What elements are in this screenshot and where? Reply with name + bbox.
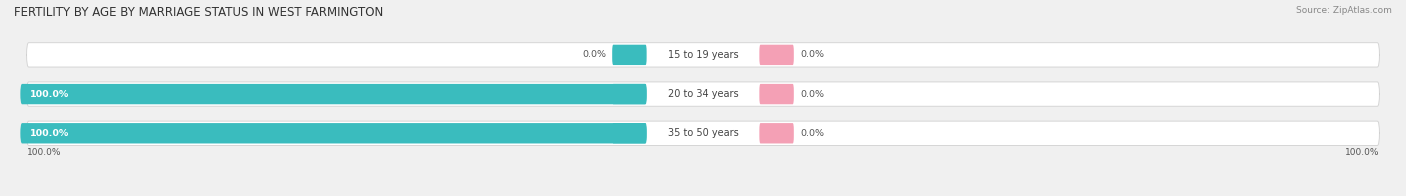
FancyBboxPatch shape [27,121,1379,145]
Text: 35 to 50 years: 35 to 50 years [668,128,738,138]
FancyBboxPatch shape [759,45,794,65]
Text: 0.0%: 0.0% [800,129,824,138]
Text: 15 to 19 years: 15 to 19 years [668,50,738,60]
Text: 0.0%: 0.0% [582,50,606,59]
FancyBboxPatch shape [27,82,1379,106]
FancyBboxPatch shape [612,84,647,104]
Text: FERTILITY BY AGE BY MARRIAGE STATUS IN WEST FARMINGTON: FERTILITY BY AGE BY MARRIAGE STATUS IN W… [14,6,384,19]
Text: 100.0%: 100.0% [1346,148,1379,157]
FancyBboxPatch shape [20,84,647,104]
Text: 100.0%: 100.0% [30,129,69,138]
FancyBboxPatch shape [20,123,647,143]
FancyBboxPatch shape [27,43,1379,67]
FancyBboxPatch shape [759,84,794,104]
Text: Source: ZipAtlas.com: Source: ZipAtlas.com [1296,6,1392,15]
Text: 100.0%: 100.0% [27,148,60,157]
FancyBboxPatch shape [759,123,794,143]
FancyBboxPatch shape [612,123,647,143]
Text: 0.0%: 0.0% [800,90,824,99]
FancyBboxPatch shape [612,45,647,65]
Text: 0.0%: 0.0% [800,50,824,59]
Text: 100.0%: 100.0% [30,90,69,99]
Text: 20 to 34 years: 20 to 34 years [668,89,738,99]
